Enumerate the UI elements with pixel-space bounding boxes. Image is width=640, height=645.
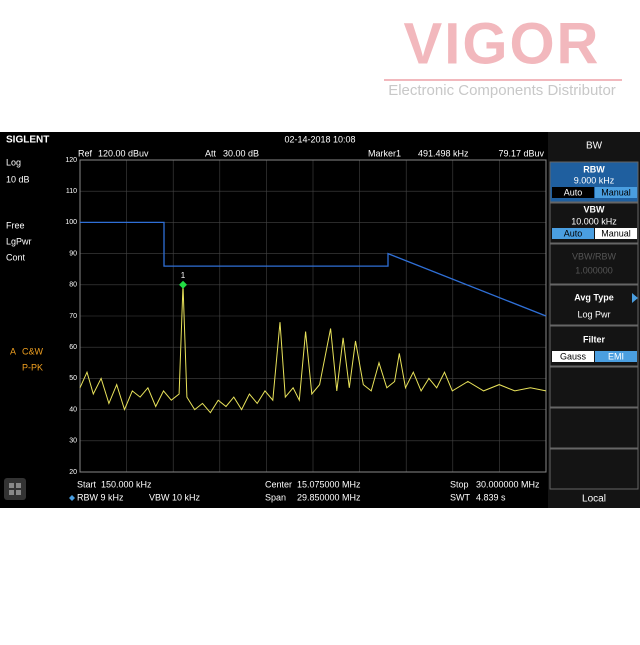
menu-icon[interactable] (4, 478, 26, 500)
marker-label: 1 (181, 271, 186, 280)
rbw-value: 9.000 kHz (574, 175, 615, 185)
marker-freq: 491.498 kHz (418, 148, 469, 158)
marker (179, 280, 188, 289)
span-label: Span (265, 492, 286, 502)
plot: 20 30 40 50 60 70 80 90 100 110 120 1 (65, 157, 547, 476)
y-tick-label: 120 (65, 157, 77, 164)
empty-key (549, 448, 639, 490)
center-value: 15.075000 MHz (297, 479, 361, 489)
stop-value: 30.000000 MHz (476, 479, 540, 489)
status-diamond (69, 495, 75, 501)
y-tick-label: 90 (69, 250, 77, 257)
vbw-manual: Manual (601, 228, 631, 238)
rbw-status: RBW 9 kHz (77, 492, 124, 502)
vbw-status: VBW 10 kHz (149, 492, 201, 502)
start-value: 150.000 kHz (101, 479, 152, 489)
trace-id[interactable]: A (10, 346, 16, 356)
y-tick-label: 80 (69, 282, 77, 289)
y-tick-label: 70 (69, 313, 77, 320)
rbw-auto: Auto (564, 187, 583, 197)
menu-title: BW (586, 141, 603, 152)
rbw-manual: Manual (601, 187, 631, 197)
manual-option[interactable] (595, 187, 637, 198)
marker-level: 79.17 dBuv (498, 148, 544, 158)
att-label: Att (205, 148, 217, 158)
avg-type-value: Log Pwr (577, 309, 610, 319)
y-tick-label: 30 (69, 438, 77, 445)
icon-cell (16, 490, 21, 495)
datetime: 02-14-2018 10:08 (284, 134, 355, 144)
y-tick-label: 20 (69, 469, 77, 476)
filter-gauss: Gauss (560, 351, 587, 361)
icon-cell (9, 490, 14, 495)
ratio-label: VBW/RBW (572, 251, 617, 261)
att-value: 30.00 dB (223, 148, 259, 158)
logo: VIGOR (404, 11, 601, 76)
rbw-label: RBW (583, 164, 605, 174)
vbw-value: 10.000 kHz (571, 216, 617, 226)
filter-emi: EMI (608, 351, 624, 361)
y-tick-label: 40 (69, 406, 77, 413)
ratio-value: 1.000000 (575, 265, 613, 275)
detector: LgPwr (6, 236, 32, 246)
y-tick-label: 100 (65, 219, 77, 226)
icon-cell (9, 483, 14, 488)
instrument-screen (0, 132, 640, 508)
local[interactable]: Local (582, 494, 606, 505)
division: 10 dB (6, 174, 30, 184)
span-value: 29.850000 MHz (297, 492, 361, 502)
gauss-option[interactable] (552, 351, 594, 362)
y-tick-label: 50 (69, 375, 77, 382)
marker-label: Marker1 (368, 148, 401, 158)
center-label: Center (265, 479, 292, 489)
filter-label: Filter (583, 334, 606, 344)
ref-value: 120.00 dBuv (98, 148, 149, 158)
swt-value: 4.839 s (476, 492, 506, 502)
auto-option[interactable] (552, 228, 594, 239)
icon-cell (16, 483, 21, 488)
y-tick-label: 110 (66, 188, 77, 195)
brand: SIGLENT (6, 135, 49, 146)
avg-type-key[interactable] (549, 284, 639, 326)
tagline: Electronic Components Distributor (388, 82, 616, 99)
sweep: Cont (6, 252, 26, 262)
trace-mode: C&W (22, 346, 44, 356)
trace-detector: P-PK (22, 362, 43, 372)
swt-label: SWT (450, 492, 470, 502)
trace (79, 284, 547, 414)
submenu-arrow (632, 293, 638, 303)
emi-option[interactable] (595, 351, 637, 362)
start-label: Start (77, 479, 97, 489)
empty-key (549, 366, 639, 408)
vbw-label: VBW (584, 204, 606, 214)
scale: Log (6, 157, 21, 167)
auto-option[interactable] (552, 187, 594, 198)
vbw-auto: Auto (564, 228, 583, 238)
avg-type-label: Avg Type (574, 292, 614, 302)
stop-label: Stop (450, 479, 469, 489)
empty-key (549, 407, 639, 449)
ref-label: Ref (78, 148, 93, 158)
trigger: Free (6, 220, 25, 230)
limit-line (80, 221, 547, 317)
ratio-key (549, 243, 639, 285)
y-tick-label: 60 (69, 344, 77, 351)
manual-option[interactable] (595, 228, 637, 239)
